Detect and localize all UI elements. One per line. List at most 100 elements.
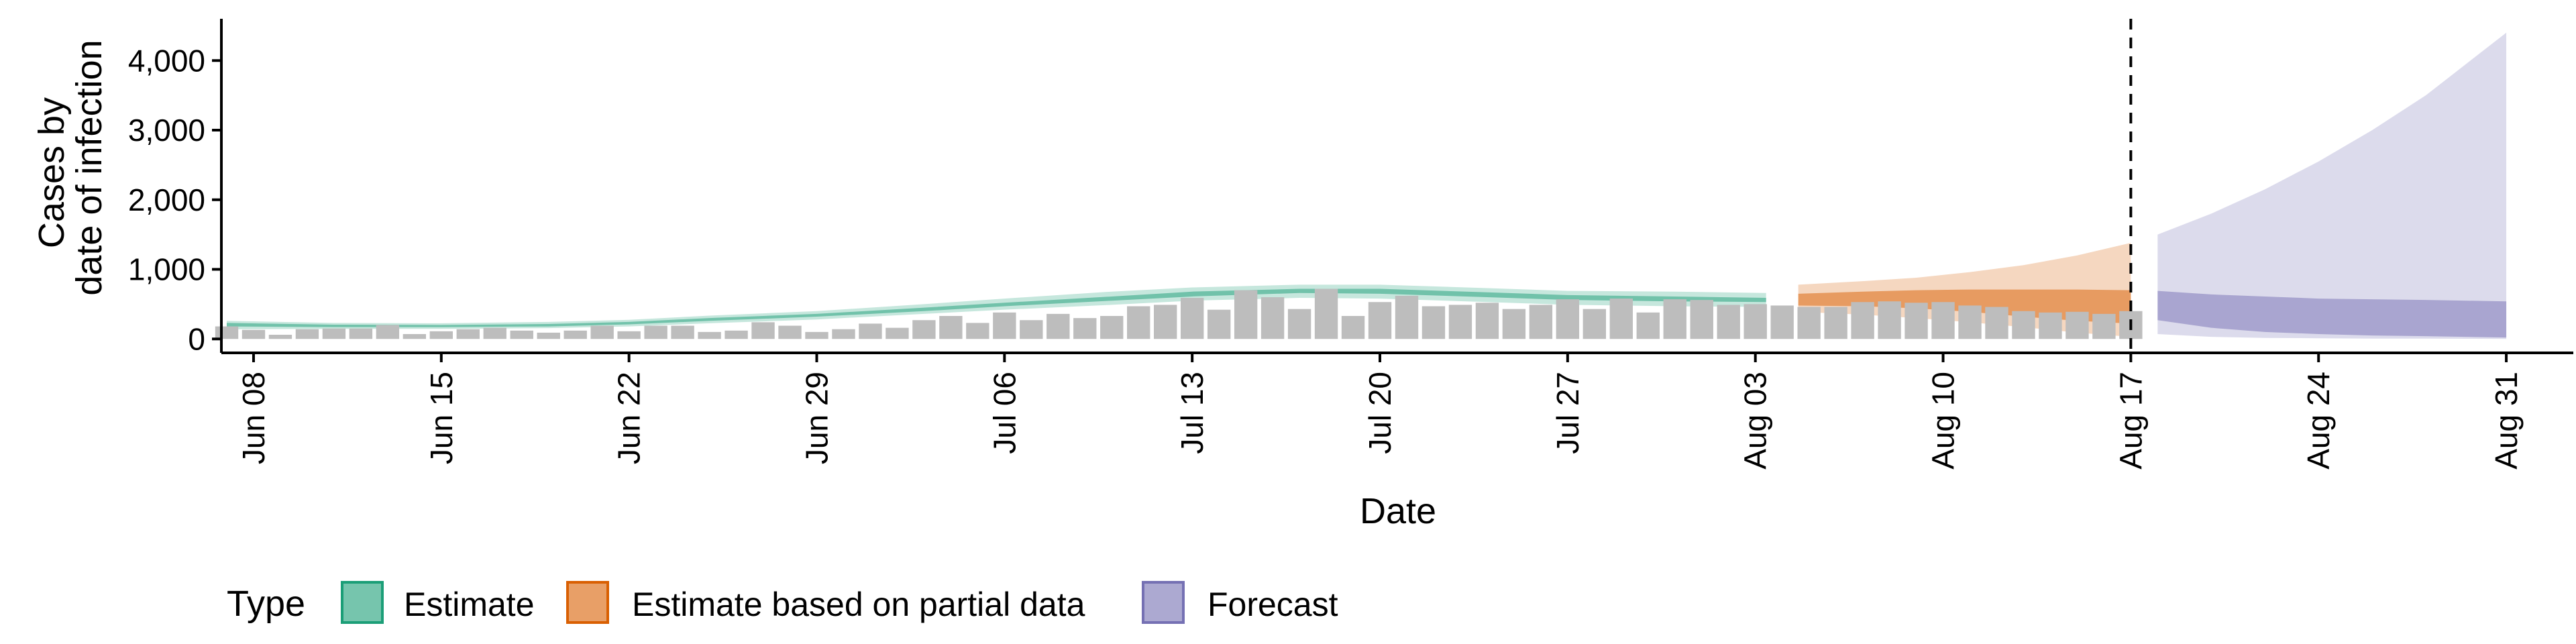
legend-key-forecast — [1142, 581, 1185, 624]
case-bar — [295, 329, 319, 339]
forecast-outer-band — [2157, 32, 2507, 339]
case-bar — [429, 331, 453, 339]
legend-label-partial: Estimate based on partial data — [632, 586, 1085, 623]
case-bar — [1556, 299, 1580, 339]
case-bar — [376, 325, 400, 339]
case-bar — [268, 335, 292, 339]
x-tick-label: Aug 17 — [2113, 372, 2148, 470]
y-axis-title: Cases by date of infection — [32, 40, 109, 295]
legend-item-forecast: Forecast — [1142, 581, 1338, 624]
case-bar — [2012, 311, 2035, 339]
case-bar — [402, 333, 427, 339]
x-tick-label: Jun 29 — [799, 372, 834, 464]
case-bar — [885, 327, 909, 339]
case-bar — [1636, 312, 1660, 339]
case-bar — [805, 331, 828, 339]
y-axis-title-line-1: Cases by — [32, 97, 72, 248]
y-tick-label: 2,000 — [128, 182, 205, 217]
x-tick-label: Jul 27 — [1550, 372, 1585, 454]
case-bar — [322, 328, 346, 339]
estimate-outer-band — [226, 284, 1766, 329]
case-bar — [1824, 307, 1847, 339]
case-bar — [832, 329, 855, 339]
case-bar — [1770, 305, 1794, 339]
x-tick-label: Jun 08 — [236, 372, 271, 464]
legend: Type Estimate Estimate based on partial … — [227, 581, 1338, 624]
case-bar — [1502, 309, 1526, 339]
case-bar — [778, 325, 802, 339]
case-bar — [590, 325, 614, 339]
legend-label-forecast: Forecast — [1208, 586, 1338, 623]
case-bar — [751, 322, 775, 339]
case-bar — [1690, 300, 1713, 339]
x-tick-label: Jul 13 — [1175, 372, 1210, 454]
legend-item-partial: Estimate based on partial data — [566, 581, 1085, 624]
y-ticks: 0 1,000 2,000 3,000 4,000 — [128, 43, 221, 356]
case-bar — [1154, 305, 1177, 339]
bands-layer — [226, 32, 2507, 339]
legend-title: Type — [227, 584, 305, 624]
case-bar — [215, 326, 239, 339]
forecast-inner-band — [2157, 290, 2507, 338]
case-bar — [537, 332, 560, 339]
case-bar — [1341, 316, 1365, 339]
case-bar — [1797, 307, 1821, 339]
case-bar — [1904, 303, 1928, 339]
case-bar — [1234, 290, 1258, 339]
case-bar — [993, 312, 1016, 339]
x-axis-title: Date — [1360, 491, 1436, 531]
case-bar — [1127, 306, 1150, 339]
case-bar — [1421, 306, 1446, 339]
case-bar — [1207, 309, 1231, 339]
case-bar — [456, 329, 480, 339]
x-tick-label: Jul 20 — [1362, 372, 1397, 454]
case-bar — [1287, 309, 1311, 339]
case-bar — [564, 330, 587, 339]
case-bar — [1260, 297, 1285, 339]
case-bar — [1529, 305, 1553, 339]
x-tick-label: Jul 06 — [987, 372, 1022, 454]
y-tick-label: 3,000 — [128, 113, 205, 148]
case-bar — [1717, 305, 1740, 339]
case-bar — [510, 330, 533, 339]
case-bar — [939, 316, 963, 339]
x-ticks: Jun 08 Jun 15 Jun 22 Jun 29 Jul 06 Jul 13 Jul … — [236, 353, 2524, 470]
y-tick-label: 1,000 — [128, 252, 205, 287]
y-tick-label: 0 — [188, 321, 205, 356]
case-bar — [1878, 301, 1901, 339]
case-bar — [1663, 299, 1686, 339]
axes-layer — [220, 19, 2573, 354]
y-axis-title-line-2: date of infection — [69, 40, 109, 295]
x-tick-label: Aug 24 — [2301, 372, 2336, 470]
legend-key-estimate — [341, 581, 384, 624]
case-bar — [1851, 302, 1874, 339]
case-bar — [1314, 288, 1338, 339]
case-bar — [349, 328, 373, 339]
case-bar — [1395, 295, 1419, 339]
x-tick-label: Jun 15 — [424, 372, 459, 464]
case-bar — [1100, 316, 1124, 339]
bars-layer — [215, 288, 2143, 339]
case-bar — [912, 320, 936, 339]
case-bar — [1073, 318, 1097, 339]
legend-label-estimate: Estimate — [404, 586, 535, 623]
case-bar — [1609, 299, 1633, 339]
case-bar — [698, 331, 721, 339]
x-tick-label: Aug 31 — [2489, 372, 2524, 470]
case-bar — [1448, 305, 1472, 339]
case-bar — [859, 323, 882, 339]
case-bar — [1582, 309, 1607, 339]
case-bar — [1958, 305, 1982, 339]
case-bar — [241, 329, 266, 339]
y-tick-label: 4,000 — [128, 43, 205, 78]
x-tick-label: Aug 10 — [1926, 372, 1961, 470]
legend-key-partial — [566, 581, 609, 624]
case-bar — [724, 330, 748, 339]
legend-item-estimate: Estimate — [341, 581, 535, 624]
case-bar — [1180, 298, 1204, 339]
case-bar — [1020, 320, 1043, 339]
case-bar — [483, 327, 506, 339]
case-bar — [966, 323, 989, 339]
case-bar — [1046, 313, 1070, 339]
